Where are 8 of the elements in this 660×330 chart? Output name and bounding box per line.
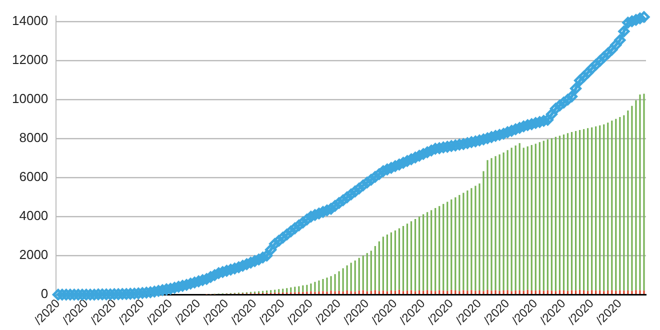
y-tick-label: 6000 [19,169,48,184]
y-tick-label: 4000 [19,208,48,224]
y-tick-label: 12000 [12,52,48,68]
y-tick-label: 10000 [12,91,48,106]
y-tick-label: 2000 [19,247,48,262]
y-tick-label: 14000 [12,13,48,28]
y-tick-label: 8000 [19,130,48,146]
y-tick-label: 0 [40,286,48,302]
